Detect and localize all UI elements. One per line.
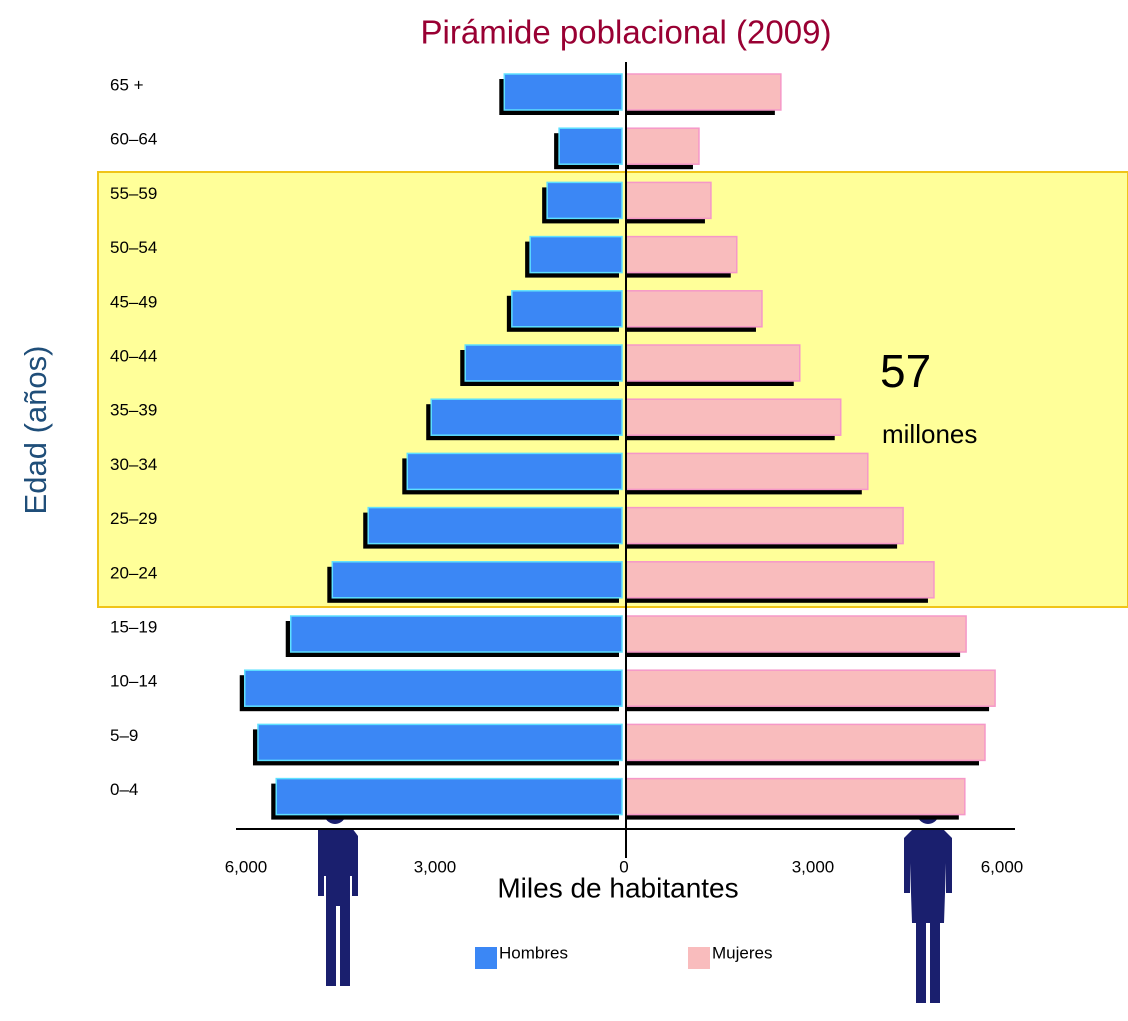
x-axis-label: Miles de habitantes bbox=[497, 872, 738, 903]
x-tick-label: 3,000 bbox=[792, 857, 835, 876]
legend-swatch bbox=[475, 947, 497, 969]
y-tick-label: 0–4 bbox=[110, 780, 138, 799]
y-tick-label: 5–9 bbox=[110, 726, 138, 745]
bar bbox=[625, 506, 904, 545]
bar bbox=[625, 615, 967, 653]
y-tick-label: 30–34 bbox=[110, 455, 157, 474]
bar bbox=[625, 398, 842, 436]
bar bbox=[625, 561, 935, 599]
annotation-sub: millones bbox=[882, 419, 977, 449]
bar bbox=[625, 669, 996, 707]
legend-swatch bbox=[688, 947, 710, 969]
legend-label: Hombres bbox=[499, 943, 568, 962]
x-tick-label: 6,000 bbox=[981, 857, 1024, 876]
bar bbox=[625, 290, 763, 328]
y-tick-label: 55–59 bbox=[110, 184, 157, 203]
bar bbox=[546, 181, 623, 220]
bar bbox=[430, 398, 623, 436]
bar bbox=[243, 669, 623, 707]
bar bbox=[257, 723, 623, 762]
bar bbox=[558, 127, 623, 165]
bar bbox=[275, 777, 623, 816]
y-axis-label: Edad (años) bbox=[18, 346, 53, 515]
chart-title: Pirámide poblacional (2009) bbox=[421, 14, 832, 51]
y-tick-label: 40–44 bbox=[110, 346, 157, 365]
bar bbox=[406, 452, 623, 491]
annotation: 57 bbox=[880, 345, 931, 397]
y-tick-label: 10–14 bbox=[110, 672, 157, 691]
y-tick-label: 65 + bbox=[110, 75, 144, 94]
bar bbox=[625, 723, 986, 762]
y-tick-label: 50–54 bbox=[110, 238, 157, 257]
y-tick-label: 60–64 bbox=[110, 130, 157, 149]
bar bbox=[367, 506, 623, 545]
bar bbox=[625, 127, 700, 165]
y-tick-label: 15–19 bbox=[110, 617, 157, 636]
y-tick-label: 35–39 bbox=[110, 401, 157, 420]
bar bbox=[625, 181, 712, 220]
y-tick-label: 20–24 bbox=[110, 563, 157, 582]
bar bbox=[529, 235, 623, 274]
legend-label: Mujeres bbox=[712, 943, 772, 962]
bar bbox=[464, 344, 623, 382]
bar bbox=[331, 561, 623, 599]
x-tick-label: 3,000 bbox=[414, 857, 457, 876]
bar bbox=[625, 452, 869, 491]
bar bbox=[625, 73, 782, 111]
bar bbox=[289, 615, 623, 653]
y-tick-label: 45–49 bbox=[110, 292, 157, 311]
bar bbox=[625, 344, 801, 382]
bar bbox=[503, 73, 623, 111]
y-tick-label: 25–29 bbox=[110, 509, 157, 528]
x-tick-label: 0 bbox=[619, 857, 628, 876]
bar bbox=[511, 290, 623, 328]
bar bbox=[625, 777, 966, 816]
woman-icon bbox=[904, 802, 952, 1003]
x-tick-label: 6,000 bbox=[225, 857, 268, 876]
bar bbox=[625, 235, 738, 274]
